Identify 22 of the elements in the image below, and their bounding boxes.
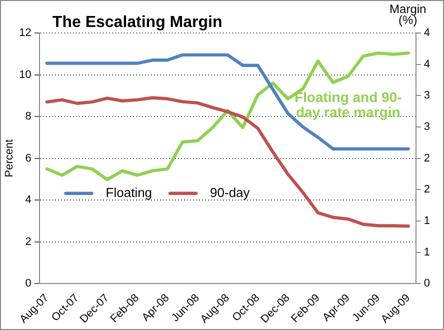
y2-tick-label: 3 (424, 121, 430, 133)
y-tick-label: 8 (25, 110, 32, 123)
y2-tick-label: 4 (424, 58, 430, 70)
y-tick-label: 10 (19, 68, 32, 81)
legend-label: Floating (106, 184, 152, 200)
y2-axis-title: Margin (%) (390, 2, 426, 27)
y2-tick-label: 3 (424, 90, 430, 102)
y-tick-label: 0 (25, 278, 32, 290)
y2-tick-label: 4 (424, 27, 430, 40)
y-axis-title: Percent (4, 139, 16, 178)
y-tick-label: 4 (25, 194, 32, 206)
y2-tick-label: 2 (424, 152, 430, 164)
chart-title: The Escalating Margin (52, 14, 222, 31)
y-tick-label: 12 (19, 27, 32, 40)
series-label: Floating and 90-day rate margin (294, 89, 402, 120)
y2-tick-label: 1 (424, 214, 430, 227)
legend-label: 90-day (210, 184, 250, 200)
y-tick-label: 2 (25, 236, 32, 248)
y2-tick-label: 0 (424, 278, 430, 290)
y-tick-label: 6 (25, 152, 32, 164)
y2-tick-label: 1 (424, 246, 430, 258)
y2-tick-label: 2 (424, 184, 430, 196)
